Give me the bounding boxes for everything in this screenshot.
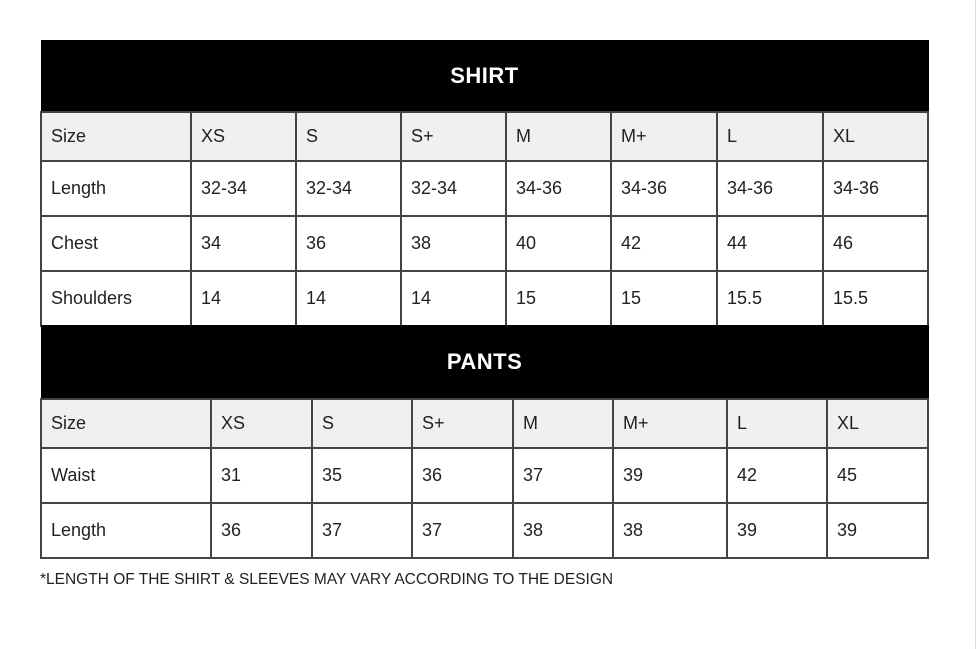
row-label: Shoulders — [40, 269, 192, 327]
table-cell: M+ — [612, 397, 728, 449]
table-cell: S — [311, 397, 413, 449]
pants-row-size: Size XS S S+ M M+ L XL — [40, 397, 930, 449]
table-cell: 31 — [210, 446, 313, 504]
table-cell: 38 — [512, 501, 614, 559]
table-cell: L — [716, 110, 824, 162]
table-cell: 37 — [411, 501, 514, 559]
table-cell: S+ — [400, 110, 507, 162]
shirt-title: SHIRT — [40, 40, 929, 112]
table-cell: S — [295, 110, 402, 162]
table-cell: 14 — [400, 269, 507, 327]
table-cell: 38 — [400, 214, 507, 272]
table-cell: 15.5 — [716, 269, 824, 327]
shirt-row-shoulders: Shoulders 14 14 14 15 15 15.5 15.5 — [40, 269, 929, 327]
table-cell: 15 — [505, 269, 612, 327]
table-cell: 34 — [190, 214, 297, 272]
table-cell: 34-36 — [716, 159, 824, 217]
row-label: Size — [40, 397, 212, 449]
table-cell: 39 — [825, 501, 930, 559]
table-cell: 36 — [411, 446, 514, 504]
table-cell: 34-36 — [822, 159, 929, 217]
table-cell: L — [726, 397, 828, 449]
row-label: Length — [40, 159, 192, 217]
page-edge-divider — [975, 0, 976, 649]
table-cell: 39 — [726, 501, 828, 559]
table-cell: 37 — [512, 446, 614, 504]
row-label: Size — [40, 110, 192, 162]
table-cell: M+ — [610, 110, 718, 162]
pants-row-waist: Waist 31 35 36 37 39 42 45 — [40, 446, 930, 504]
table-cell: 14 — [295, 269, 402, 327]
shirt-row-chest: Chest 34 36 38 40 42 44 46 — [40, 214, 929, 272]
table-cell: 45 — [825, 446, 930, 504]
table-cell: 44 — [716, 214, 824, 272]
table-cell: XS — [210, 397, 313, 449]
footnote: *LENGTH OF THE SHIRT & SLEEVES MAY VARY … — [40, 571, 614, 588]
row-label: Chest — [40, 214, 192, 272]
shirt-row-length: Length 32-34 32-34 32-34 34-36 34-36 34-36 34-3… — [40, 159, 929, 217]
table-cell: 46 — [822, 214, 929, 272]
table-cell: 32-34 — [190, 159, 297, 217]
pants-title: PANTS — [40, 325, 929, 399]
table-cell: 14 — [190, 269, 297, 327]
table-cell: 35 — [311, 446, 413, 504]
table-cell: M — [512, 397, 614, 449]
table-cell: 36 — [295, 214, 402, 272]
table-cell: 37 — [311, 501, 413, 559]
table-cell: 38 — [612, 501, 728, 559]
row-label: Length — [40, 501, 212, 559]
table-cell: 42 — [610, 214, 718, 272]
table-cell: 34-36 — [610, 159, 718, 217]
table-cell: 15.5 — [822, 269, 929, 327]
table-cell: 32-34 — [400, 159, 507, 217]
pants-size-table: PANTS Size XS S S+ M M+ L XL Waist 31 35 36 37 39 42 45… — [40, 325, 930, 559]
table-cell: 36 — [210, 501, 313, 559]
table-cell: XL — [822, 110, 929, 162]
table-cell: XS — [190, 110, 297, 162]
table-cell: M — [505, 110, 612, 162]
table-cell: 15 — [610, 269, 718, 327]
shirt-row-size: Size XS S S+ M M+ L XL — [40, 110, 929, 162]
table-cell: 34-36 — [505, 159, 612, 217]
table-cell: S+ — [411, 397, 514, 449]
pants-row-length: Length 36 37 37 38 38 39 39 — [40, 501, 930, 559]
table-cell: 39 — [612, 446, 728, 504]
table-cell: 42 — [726, 446, 828, 504]
shirt-size-table: SHIRT Size XS S S+ M M+ L XL Length 32-34 32-34 32-… — [40, 40, 929, 327]
table-cell: 32-34 — [295, 159, 402, 217]
table-cell: XL — [825, 397, 930, 449]
row-label: Waist — [40, 446, 212, 504]
table-cell: 40 — [505, 214, 612, 272]
